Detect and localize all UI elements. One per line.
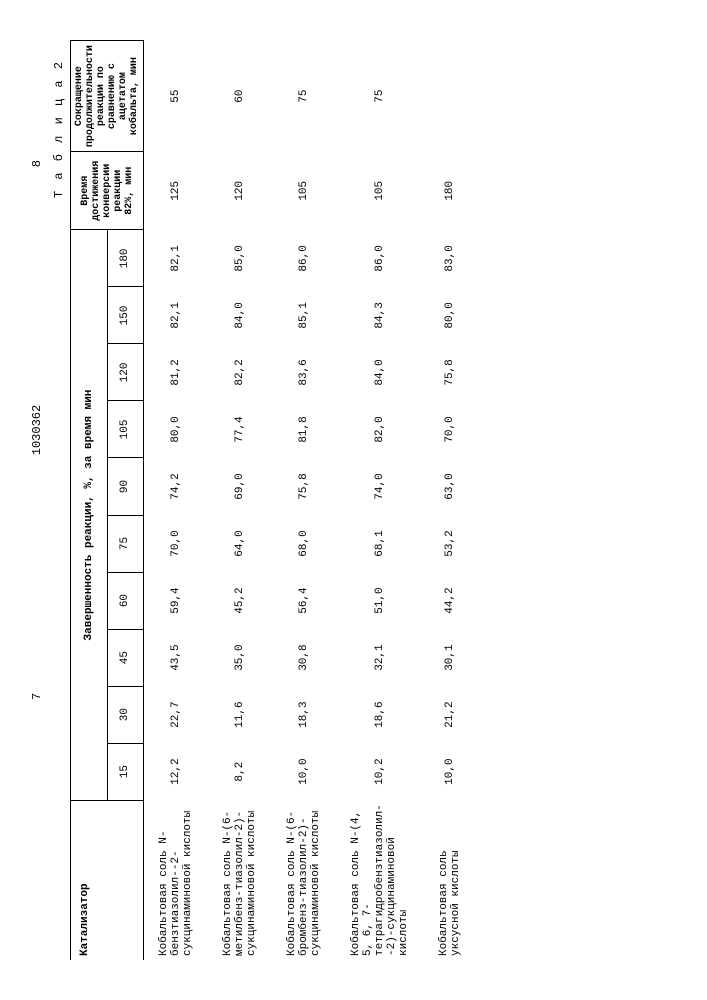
value-cell: 82,2 <box>208 344 272 401</box>
t82-cell: 125 <box>144 152 209 230</box>
page-left: 7 <box>30 693 44 700</box>
catalyst-name: Кобальтовая соль N-(6-бромбенз-тиазолил-… <box>272 800 336 960</box>
value-cell: 86,0 <box>336 230 424 287</box>
value-cell: 30,8 <box>272 629 336 686</box>
value-cell: 85,1 <box>272 287 336 344</box>
value-cell: 11,6 <box>208 686 272 743</box>
time-75: 75 <box>107 515 144 572</box>
value-cell: 18,6 <box>336 686 424 743</box>
value-cell: 82,1 <box>144 287 209 344</box>
value-cell: 70,0 <box>144 515 209 572</box>
time-90: 90 <box>107 458 144 515</box>
value-cell: 8,2 <box>208 743 272 800</box>
value-cell: 82,1 <box>144 230 209 287</box>
time-120: 120 <box>107 344 144 401</box>
value-cell: 80,0 <box>424 287 476 344</box>
header-reduction: Сокращение продолжительности реакции по … <box>71 41 144 152</box>
table-row: Кобальтовая соль N-(6-бромбенз-тиазолил-… <box>272 41 336 961</box>
value-cell: 75,8 <box>424 344 476 401</box>
value-cell: 77,4 <box>208 401 272 458</box>
value-cell: 86,0 <box>272 230 336 287</box>
doc-number: 1030362 <box>30 405 44 455</box>
value-cell: 44,2 <box>424 572 476 629</box>
value-cell: 10,2 <box>336 743 424 800</box>
time-150: 150 <box>107 287 144 344</box>
value-cell: 43,5 <box>144 629 209 686</box>
time-180: 180 <box>107 230 144 287</box>
value-cell: 53,2 <box>424 515 476 572</box>
value-cell: 83,6 <box>272 344 336 401</box>
value-cell: 85,0 <box>208 230 272 287</box>
value-cell: 30,1 <box>424 629 476 686</box>
value-cell: 64,0 <box>208 515 272 572</box>
table-row: Кобальтовая соль N-(4, 5, 6, 7-тетрагидр… <box>336 41 424 961</box>
time-45: 45 <box>107 629 144 686</box>
value-cell: 21,2 <box>424 686 476 743</box>
header-completion: Завершенность реакции, %, за время мин <box>71 230 108 800</box>
value-cell: 10,0 <box>424 743 476 800</box>
value-cell: 74,2 <box>144 458 209 515</box>
time-30: 30 <box>107 686 144 743</box>
reduction-cell <box>424 41 476 152</box>
value-cell: 68,1 <box>336 515 424 572</box>
value-cell: 68,0 <box>272 515 336 572</box>
data-table: Катализатор Завершенность реакции, %, за… <box>70 40 476 960</box>
value-cell: 32,1 <box>336 629 424 686</box>
catalyst-name: Кобальтовая соль уксусной кислоты <box>424 800 476 960</box>
value-cell: 83,0 <box>424 230 476 287</box>
table-row: Кобальтовая соль уксусной кислоты10,021,… <box>424 41 476 961</box>
value-cell: 81,2 <box>144 344 209 401</box>
value-cell: 80,0 <box>144 401 209 458</box>
reduction-cell: 75 <box>336 41 424 152</box>
page-right: 8 <box>30 160 44 167</box>
reduction-cell: 60 <box>208 41 272 152</box>
header-time-reach: Время достижения конверсии реакции 82%, … <box>71 152 144 230</box>
value-cell: 84,0 <box>208 287 272 344</box>
value-cell: 10,0 <box>272 743 336 800</box>
time-105: 105 <box>107 401 144 458</box>
value-cell: 45,2 <box>208 572 272 629</box>
t82-cell: 105 <box>336 152 424 230</box>
table-label: Т а б л и ц а 2 <box>52 40 66 960</box>
table-row: Кобальтовая соль N-(6-метилбенз-тиазолил… <box>208 41 272 961</box>
value-cell: 81,8 <box>272 401 336 458</box>
value-cell: 69,0 <box>208 458 272 515</box>
reduction-cell: 75 <box>272 41 336 152</box>
value-cell: 75,8 <box>272 458 336 515</box>
t82-cell: 105 <box>272 152 336 230</box>
catalyst-name: Кобальтовая соль N-(6-метилбенз-тиазолил… <box>208 800 272 960</box>
value-cell: 84,0 <box>336 344 424 401</box>
t82-cell: 180 <box>424 152 476 230</box>
value-cell: 84,3 <box>336 287 424 344</box>
reduction-cell: 55 <box>144 41 209 152</box>
value-cell: 74,0 <box>336 458 424 515</box>
value-cell: 59,4 <box>144 572 209 629</box>
time-60: 60 <box>107 572 144 629</box>
catalyst-name: Кобальтовая соль N-бензтиазолил--2-сукци… <box>144 800 209 960</box>
value-cell: 12,2 <box>144 743 209 800</box>
time-15: 15 <box>107 743 144 800</box>
value-cell: 63,0 <box>424 458 476 515</box>
value-cell: 51,0 <box>336 572 424 629</box>
value-cell: 82,0 <box>336 401 424 458</box>
table-row: Кобальтовая соль N-бензтиазолил--2-сукци… <box>144 41 209 961</box>
value-cell: 70,0 <box>424 401 476 458</box>
value-cell: 18,3 <box>272 686 336 743</box>
catalyst-name: Кобальтовая соль N-(4, 5, 6, 7-тетрагидр… <box>336 800 424 960</box>
value-cell: 56,4 <box>272 572 336 629</box>
value-cell: 22,7 <box>144 686 209 743</box>
value-cell: 35,0 <box>208 629 272 686</box>
header-catalyst: Катализатор <box>71 800 144 960</box>
t82-cell: 120 <box>208 152 272 230</box>
